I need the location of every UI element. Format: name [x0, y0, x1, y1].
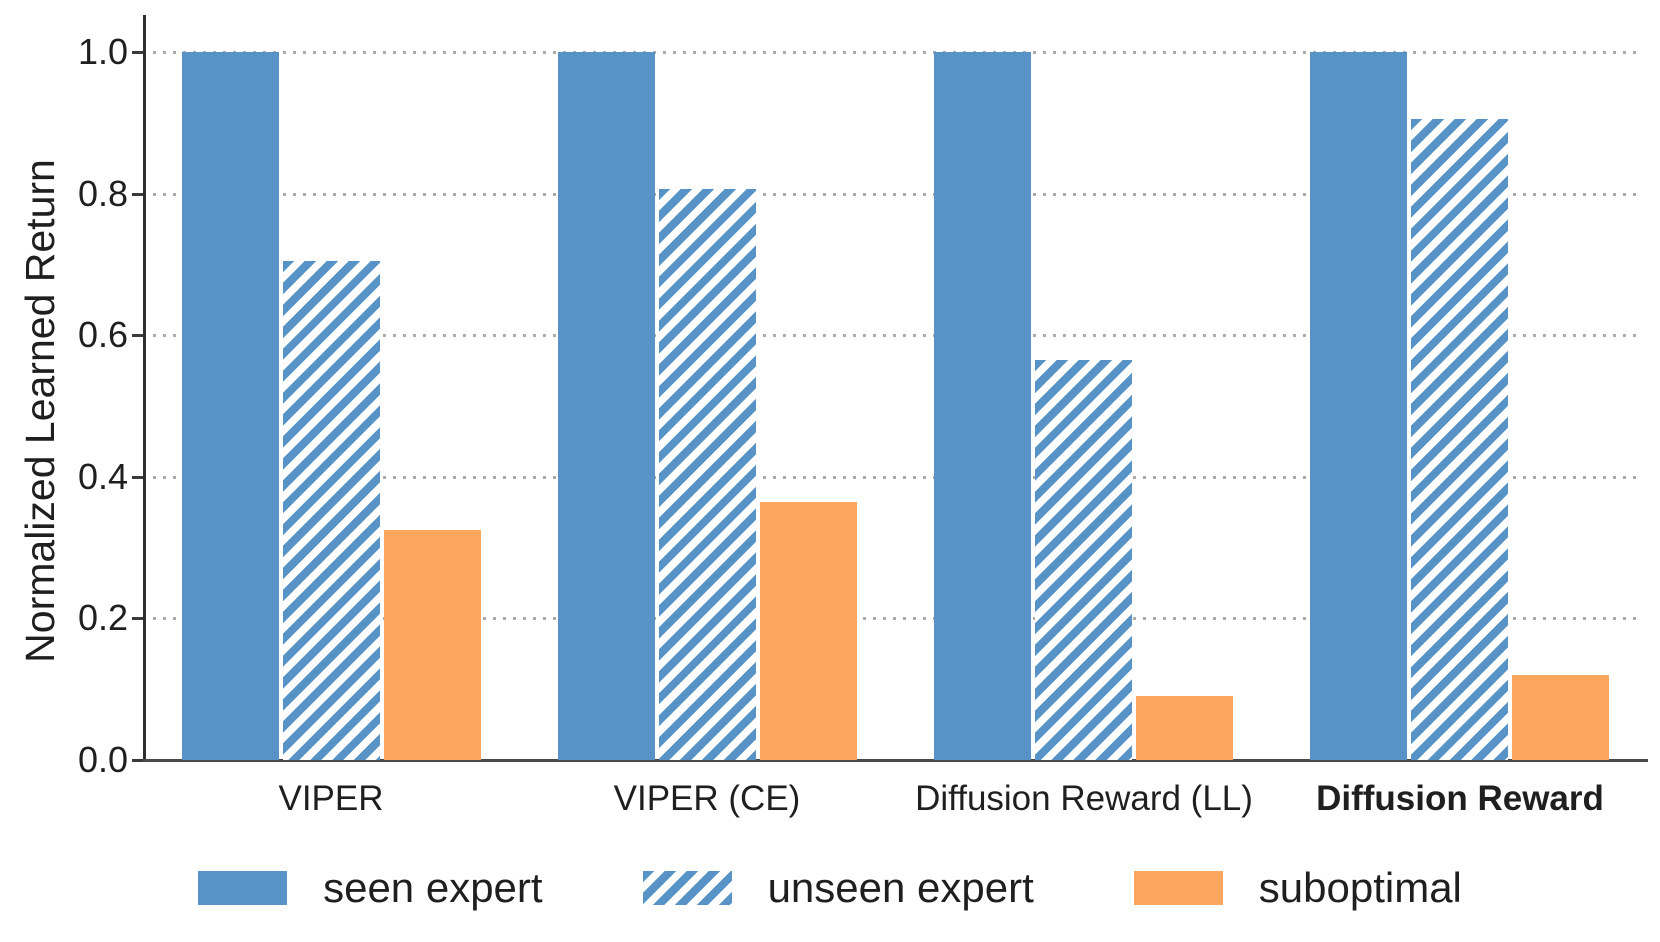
bar-suboptimal-Diffusion-Reward — [1512, 675, 1609, 760]
y-tick-label: 0.4 — [77, 455, 128, 497]
bar-unseen-expert-Diffusion-Reward — [1411, 119, 1508, 760]
x-tick-label: VIPER — [278, 779, 384, 818]
legend-item: seen expert — [198, 864, 543, 912]
y-tick-label: 0.0 — [77, 739, 128, 780]
y-tick-mark — [132, 51, 143, 54]
gridline — [143, 334, 1642, 338]
x-tick-label: Diffusion Reward — [1316, 779, 1604, 818]
x-tick-label: Diffusion Reward (LL) — [915, 779, 1253, 818]
gridline — [143, 617, 1642, 621]
bar-seen-expert-VIPER — [182, 52, 279, 760]
y-tick-label: 0.6 — [77, 314, 128, 356]
y-tick-mark — [132, 759, 143, 762]
gridline — [143, 475, 1642, 479]
y-tick-label: 0.8 — [77, 172, 128, 214]
y-axis-spine — [143, 15, 146, 762]
bar-suboptimal-VIPER — [384, 530, 481, 760]
bar-unseen-expert-VIPER-CE — [659, 189, 756, 760]
y-tick-mark — [132, 192, 143, 196]
gridline — [143, 51, 1642, 54]
y-tick-mark — [132, 617, 143, 621]
legend: seen expert unseen expert suboptimal — [0, 858, 1660, 918]
bar-suboptimal-Diffusion-Reward-LL — [1136, 696, 1233, 760]
legend-label: suboptimal — [1258, 864, 1462, 911]
legend-swatch-hatched — [642, 871, 732, 905]
bar-seen-expert-VIPER-CE — [558, 52, 655, 760]
gridline — [143, 192, 1642, 196]
x-tick-label: VIPER (CE) — [613, 779, 801, 818]
y-tick-label: 1.0 — [77, 31, 128, 72]
bar-seen-expert-Diffusion-Reward-LL — [934, 52, 1031, 760]
legend-label: seen expert — [323, 864, 543, 911]
legend-swatch-solid — [198, 871, 288, 905]
x-axis-spine — [143, 759, 1648, 762]
legend-label: unseen expert — [767, 864, 1034, 911]
bar-unseen-expert-Diffusion-Reward-LL — [1035, 360, 1132, 760]
y-tick-mark — [132, 475, 143, 479]
y-tick-mark — [132, 334, 143, 338]
y-tick-label: 0.2 — [77, 597, 128, 639]
bar-suboptimal-VIPER-CE — [760, 502, 857, 760]
legend-swatch-solid — [1133, 871, 1223, 905]
bar-seen-expert-Diffusion-Reward — [1310, 52, 1407, 760]
legend-item: suboptimal — [1133, 864, 1462, 912]
legend-item: unseen expert — [642, 864, 1034, 912]
bar-unseen-expert-VIPER — [283, 261, 380, 760]
